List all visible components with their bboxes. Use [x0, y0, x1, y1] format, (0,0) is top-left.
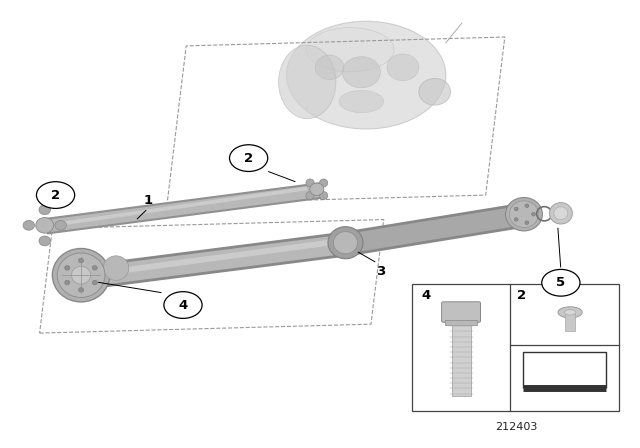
Text: 2: 2: [51, 189, 60, 202]
Text: 1: 1: [143, 194, 152, 207]
Circle shape: [541, 269, 580, 296]
Text: 2: 2: [517, 289, 527, 302]
Ellipse shape: [310, 183, 324, 195]
Ellipse shape: [549, 202, 572, 224]
Ellipse shape: [333, 232, 358, 254]
Ellipse shape: [55, 220, 67, 230]
Ellipse shape: [36, 218, 54, 233]
Ellipse shape: [39, 236, 51, 246]
Ellipse shape: [92, 280, 97, 285]
Ellipse shape: [52, 249, 109, 302]
Bar: [451, 324, 470, 396]
Ellipse shape: [92, 266, 97, 270]
Ellipse shape: [515, 207, 518, 211]
Ellipse shape: [306, 179, 314, 187]
Ellipse shape: [532, 212, 536, 216]
Ellipse shape: [328, 227, 363, 259]
Ellipse shape: [65, 266, 70, 270]
Bar: [565, 313, 575, 332]
Text: 5: 5: [556, 276, 565, 289]
Ellipse shape: [278, 45, 336, 119]
Ellipse shape: [419, 78, 451, 105]
Circle shape: [230, 145, 268, 172]
Ellipse shape: [72, 266, 91, 284]
Ellipse shape: [307, 28, 394, 72]
Text: 4: 4: [421, 289, 431, 302]
Text: 4: 4: [179, 298, 188, 311]
Ellipse shape: [316, 55, 344, 80]
Circle shape: [164, 292, 202, 319]
Ellipse shape: [79, 258, 84, 263]
Ellipse shape: [558, 307, 582, 318]
FancyBboxPatch shape: [442, 302, 481, 322]
Bar: [445, 320, 477, 324]
Ellipse shape: [79, 288, 84, 292]
Ellipse shape: [319, 192, 328, 199]
Ellipse shape: [23, 220, 35, 230]
Ellipse shape: [342, 56, 381, 88]
Ellipse shape: [509, 201, 539, 228]
Ellipse shape: [515, 218, 518, 221]
Ellipse shape: [39, 205, 51, 215]
Ellipse shape: [103, 256, 129, 280]
Ellipse shape: [525, 204, 529, 207]
Ellipse shape: [387, 54, 419, 81]
Circle shape: [36, 182, 75, 208]
Text: 212403: 212403: [495, 422, 537, 432]
Text: 3: 3: [376, 265, 385, 278]
Text: 2: 2: [244, 151, 253, 164]
Ellipse shape: [564, 310, 576, 315]
Ellipse shape: [319, 179, 328, 187]
Bar: [412, 284, 620, 411]
Ellipse shape: [525, 221, 529, 224]
Ellipse shape: [306, 192, 314, 199]
Ellipse shape: [57, 253, 105, 297]
Ellipse shape: [554, 207, 568, 220]
Ellipse shape: [506, 198, 542, 231]
Ellipse shape: [287, 21, 446, 129]
Ellipse shape: [65, 280, 70, 285]
Ellipse shape: [339, 90, 384, 113]
